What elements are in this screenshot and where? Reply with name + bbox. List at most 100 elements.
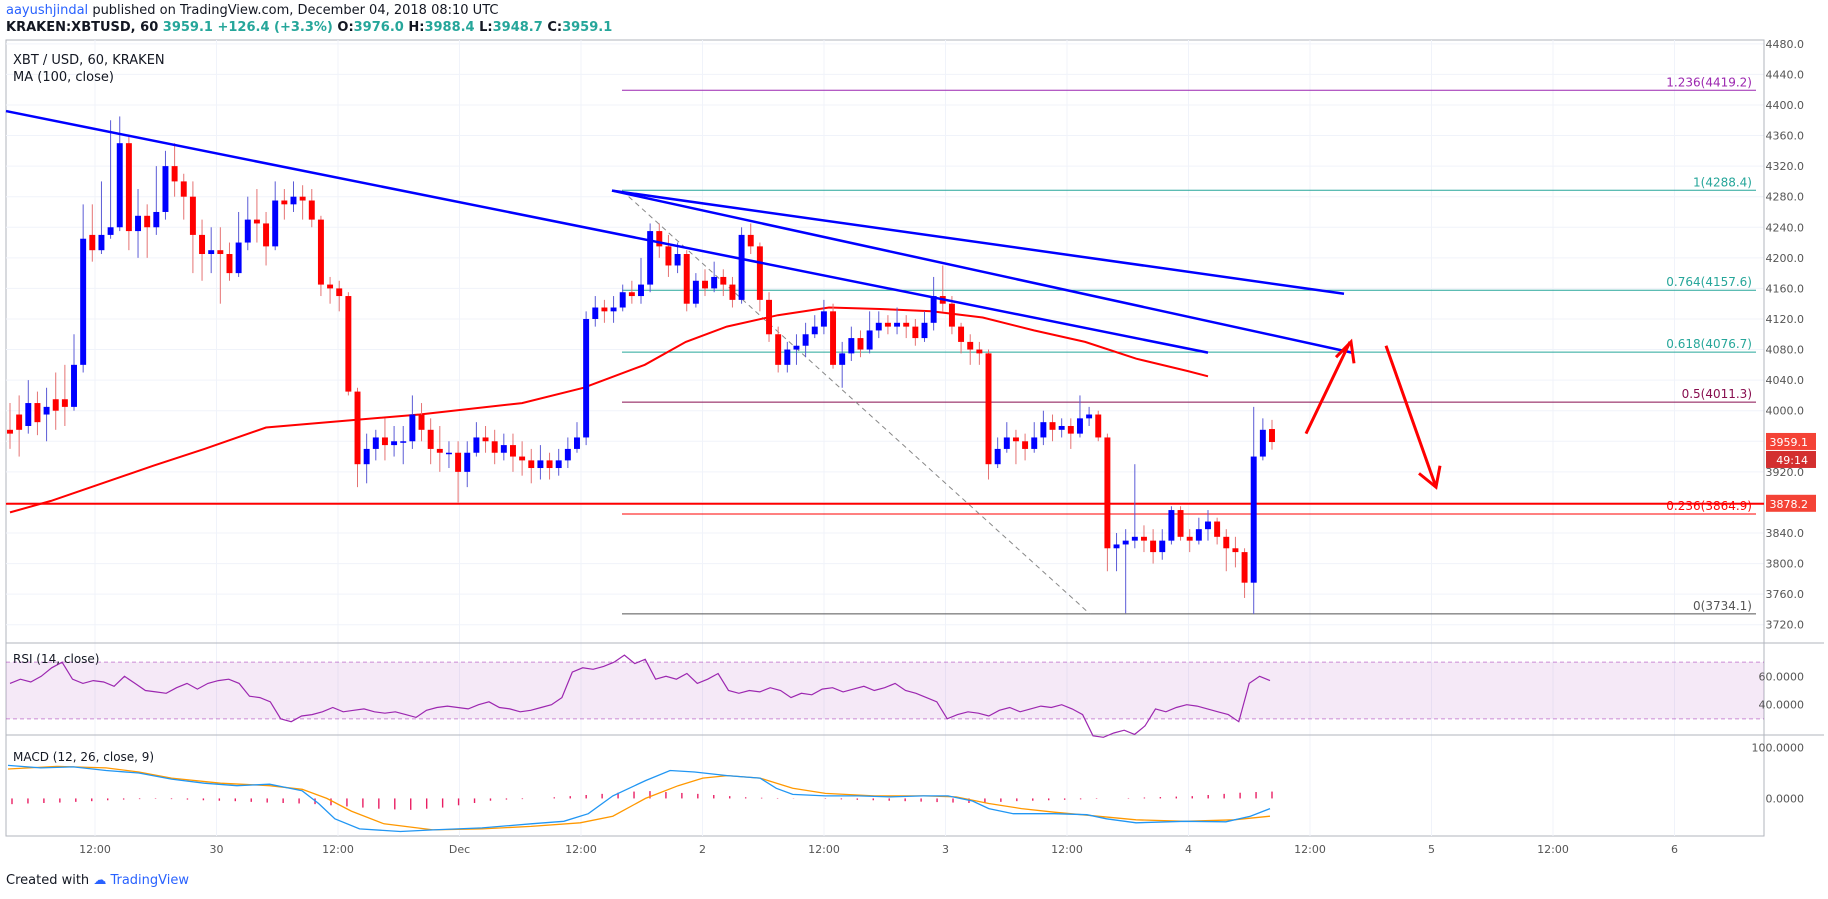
open-label: O: (337, 20, 354, 35)
candle-up (1058, 425, 1065, 430)
price-tick-label: 3760.0 (1766, 588, 1805, 601)
time-tick-label: 6 (1671, 843, 1678, 856)
tradingview-link[interactable]: TradingView (110, 873, 189, 888)
candle-up (1031, 437, 1038, 449)
candle-down (52, 399, 59, 411)
candle-down (125, 143, 132, 232)
candle-up (1086, 414, 1093, 419)
candle-down (299, 196, 306, 201)
candle-up (107, 227, 114, 235)
candle-down (985, 353, 992, 465)
price-tick-label: 4400.0 (1766, 99, 1805, 112)
candle-up (1205, 521, 1211, 530)
time-tick-label: 12:00 (1537, 843, 1569, 856)
candle-down (482, 437, 489, 442)
candle-down (89, 234, 96, 251)
candle-down (509, 445, 516, 457)
macd-signal-line (7, 765, 1271, 831)
rsi-label: RSI (14, close) (13, 652, 99, 666)
chart-title: XBT / USD, 60, KRAKEN (13, 53, 165, 68)
publish-line: aayushjindal published on TradingView.co… (6, 3, 498, 18)
candle-down (354, 391, 361, 465)
author-link[interactable]: aayushjindal (6, 3, 89, 18)
last-price: 3959.1 (162, 20, 213, 35)
candle-up (583, 318, 590, 438)
arrow-down-shaft (1384, 345, 1438, 488)
candle-up (1040, 422, 1047, 438)
drawings (5, 109, 1442, 490)
candle-up (848, 338, 855, 354)
time-tick-label: 12:00 (322, 843, 354, 856)
candle-up (574, 437, 580, 449)
candle-up (135, 215, 142, 232)
price-tick-label: 4080.0 (1766, 344, 1805, 357)
candle-down (345, 296, 352, 392)
time-axis[interactable]: 12:00 30 12:00 Dec 12:00 2 12:00 3 12:00 4 12:00 5 1… (79, 843, 1678, 856)
candle-down (1269, 429, 1275, 443)
ma-indicator-label: MA (100, close) (13, 70, 114, 85)
candle-down (7, 429, 13, 434)
candle-down (720, 276, 727, 285)
price-change: +126.4 (+3.3%) (217, 20, 333, 35)
candle-up (1076, 418, 1083, 434)
price-tick-label: 4240.0 (1766, 221, 1805, 234)
candle-up (391, 441, 398, 446)
macd-tick-label: 0.0000 (1766, 792, 1805, 805)
candle-down (1049, 422, 1056, 430)
candle-up (619, 292, 626, 308)
candle-down (601, 307, 608, 312)
candle-down (336, 288, 343, 297)
price-tick-label: 4120.0 (1766, 313, 1805, 326)
candle-down (217, 250, 224, 255)
candle-down (1241, 552, 1248, 583)
candle-up (445, 452, 452, 455)
candle-down (308, 200, 315, 220)
open-value: 3976.0 (353, 20, 404, 35)
candle-down (903, 322, 910, 327)
candle-up (473, 437, 480, 453)
candle-down (775, 334, 782, 365)
candle-down (180, 181, 187, 197)
support-badge-text: 3878.2 (1770, 498, 1809, 511)
candle-down (729, 284, 736, 300)
rsi-pane: 60.0000 40.0000 (6, 654, 1804, 738)
chart-area[interactable]: 60.0000 40.0000 100.0000 0.0000 1.236(4419… (0, 38, 1828, 870)
candle-up (464, 452, 471, 472)
time-tick-label: 4 (1185, 843, 1192, 856)
candle-up (564, 448, 571, 461)
candle-down (317, 219, 324, 285)
candle-up (290, 196, 297, 205)
fib-levels: 1.236(4419.2) 1(4288.4) 0.764(4157.6) 0.618… (6, 75, 1764, 615)
candle-down (958, 326, 965, 342)
candle-up (784, 349, 791, 365)
candle-up (500, 445, 507, 453)
candle-up (71, 364, 77, 407)
time-tick-label: 5 (1428, 843, 1435, 856)
high-value: 3988.4 (424, 20, 475, 35)
candle-down (912, 326, 919, 339)
time-tick-label: 12:00 (1294, 843, 1326, 856)
macd-pane: 100.0000 0.0000 (7, 742, 1805, 833)
candle-up (1113, 544, 1120, 549)
candle-up (820, 311, 827, 327)
candle-down (1012, 437, 1019, 442)
candle-up (372, 437, 379, 449)
candle-up (875, 322, 882, 331)
candle-down (948, 303, 955, 327)
candle-down (34, 403, 41, 423)
candle-up (711, 276, 718, 289)
candle-up (866, 330, 873, 350)
candle-up (592, 307, 599, 319)
price-tick-label: 3800.0 (1766, 558, 1805, 571)
low-label: L: (479, 20, 493, 35)
fib-trend-diagonal (621, 190, 1091, 615)
candle-up (1195, 529, 1202, 541)
candle-up (1250, 456, 1257, 583)
price-axis[interactable]: 4480.0 4440.0 4400.0 4360.0 4320.0 4280.0 4240… (1766, 38, 1817, 632)
candle-up (235, 242, 242, 274)
footer: Created with ☁ TradingView (6, 873, 189, 888)
candle-up (272, 200, 279, 247)
candle-up (409, 414, 416, 442)
candle-down (144, 215, 151, 228)
candle-down (519, 456, 526, 461)
